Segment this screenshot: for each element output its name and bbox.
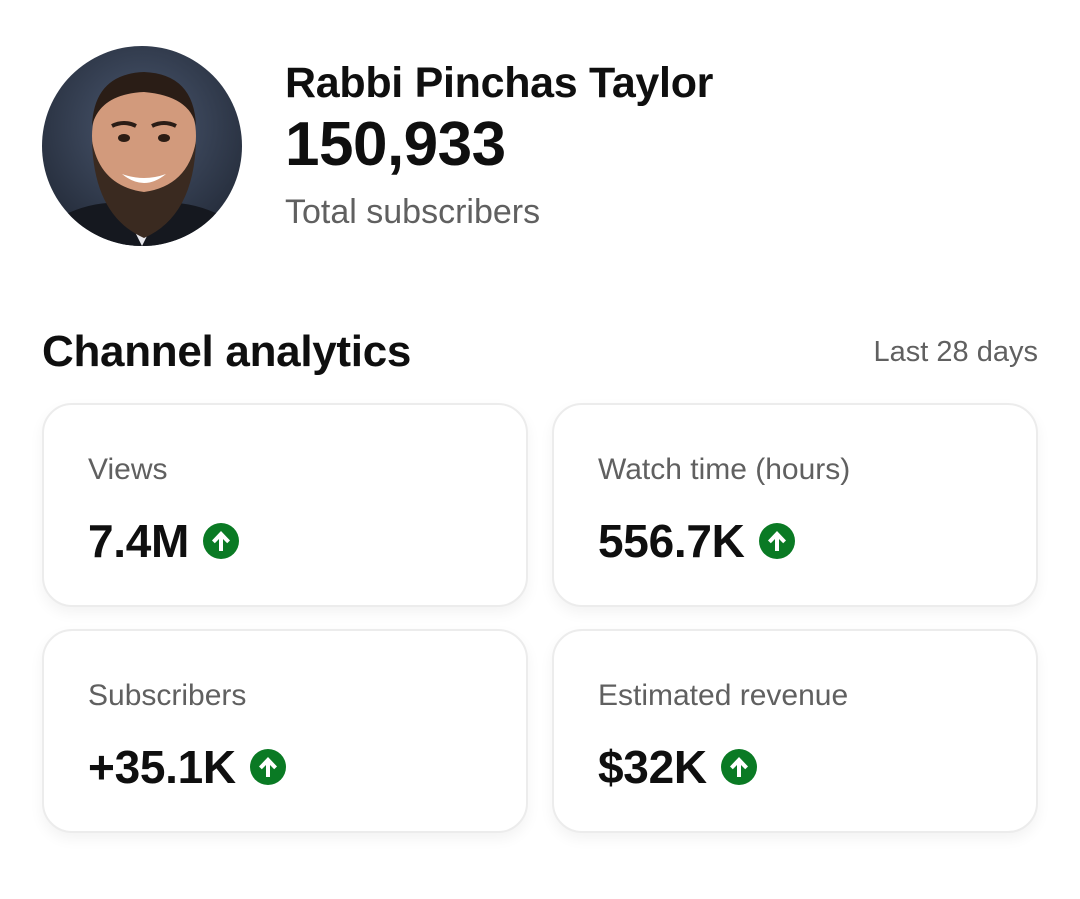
total-subscriber-count: 150,933: [285, 110, 506, 179]
metric-value-row: +35.1K: [88, 739, 526, 795]
arrow-up-circle-icon: [720, 749, 757, 785]
metric-value: $32K: [598, 741, 707, 793]
total-subscribers-caption: Total subscribers: [285, 193, 541, 231]
metric-card-views[interactable]: Views 7.4M: [42, 403, 528, 607]
metric-value: +35.1K: [88, 741, 236, 793]
profile-text: Rabbi Pinchas Taylor 150,933 Total subsc…: [285, 46, 713, 232]
metric-value: 556.7K: [598, 515, 745, 567]
arrow-up-circle-icon: [758, 523, 795, 559]
analytics-header: Channel analytics Last 28 days: [42, 322, 1038, 382]
section-title: Channel analytics: [42, 327, 412, 376]
date-range-label[interactable]: Last 28 days: [873, 335, 1038, 368]
avatar-portrait-image: [42, 46, 242, 246]
arrow-up-circle-icon: [249, 749, 286, 785]
metric-card-estimated-revenue[interactable]: Estimated revenue $32K: [552, 629, 1038, 833]
metric-label: Watch time (hours): [598, 453, 851, 486]
avatar[interactable]: [42, 46, 242, 246]
metric-card-watch-time[interactable]: Watch time (hours) 556.7K: [552, 403, 1038, 607]
metric-label: Subscribers: [88, 679, 247, 712]
analytics-cards: Views 7.4M Watch time (hours) 556.7K Sub…: [42, 403, 1038, 833]
metric-label: Views: [88, 453, 168, 486]
channel-name: Rabbi Pinchas Taylor: [285, 59, 714, 107]
metric-label: Estimated revenue: [598, 679, 849, 712]
metric-value-row: 7.4M: [88, 513, 526, 569]
metric-card-subscribers[interactable]: Subscribers +35.1K: [42, 629, 528, 833]
channel-profile: Rabbi Pinchas Taylor 150,933 Total subsc…: [42, 46, 713, 246]
arrow-up-circle-icon: [203, 523, 240, 559]
metric-value-row: $32K: [598, 739, 1036, 795]
metric-value: 7.4M: [88, 515, 190, 567]
metric-value-row: 556.7K: [598, 513, 1036, 569]
